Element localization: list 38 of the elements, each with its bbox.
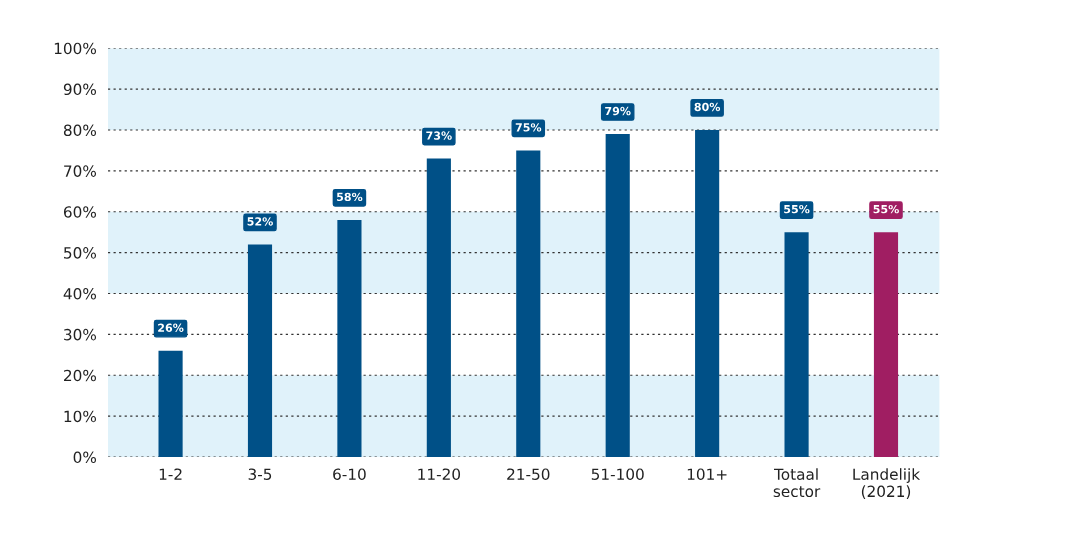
y-tick-label: 100% bbox=[54, 42, 97, 55]
data-label: 75% bbox=[515, 123, 542, 132]
data-label: 26% bbox=[158, 323, 184, 332]
bar bbox=[516, 150, 541, 458]
y-tick-label: 50% bbox=[64, 247, 97, 259]
y-tick-label: 10% bbox=[64, 410, 97, 423]
x-tick-label: 3-5 bbox=[248, 468, 272, 480]
x-tick-label: Totaal sector bbox=[773, 468, 821, 498]
data-label: 52% bbox=[247, 217, 273, 226]
x-tick-label: Landelijk (2021) bbox=[853, 468, 921, 499]
bar bbox=[158, 350, 183, 458]
data-label: 73% bbox=[426, 131, 452, 140]
y-tick-label: 60% bbox=[63, 206, 97, 218]
y-tick-label: 0% bbox=[73, 451, 97, 464]
bar bbox=[426, 158, 451, 458]
y-tick-label: 70% bbox=[64, 165, 97, 177]
bar bbox=[247, 244, 273, 458]
y-tick-label: 30% bbox=[64, 328, 97, 341]
x-tick-label: 101+ bbox=[687, 468, 727, 480]
x-tick-label: 11-20 bbox=[418, 468, 461, 480]
x-tick-label: 51-100 bbox=[591, 468, 644, 480]
bar bbox=[873, 232, 899, 458]
data-label: 55% bbox=[873, 204, 899, 214]
bar bbox=[784, 232, 809, 458]
bar bbox=[605, 134, 630, 458]
y-tick-label: 40% bbox=[63, 287, 97, 300]
x-tick-label: 6-10 bbox=[333, 468, 366, 480]
bar bbox=[695, 129, 720, 458]
bar bbox=[337, 219, 362, 458]
y-tick-label: 20% bbox=[64, 369, 97, 382]
x-tick-label: 1-2 bbox=[159, 468, 182, 480]
data-label: 80% bbox=[694, 102, 721, 112]
x-tick-label: 21-50 bbox=[507, 468, 550, 480]
data-label: 55% bbox=[784, 204, 810, 214]
y-tick-label: 80% bbox=[63, 124, 97, 136]
data-label: 79% bbox=[605, 106, 631, 116]
data-label: 58% bbox=[336, 192, 363, 202]
y-tick-label: 90% bbox=[63, 83, 97, 96]
